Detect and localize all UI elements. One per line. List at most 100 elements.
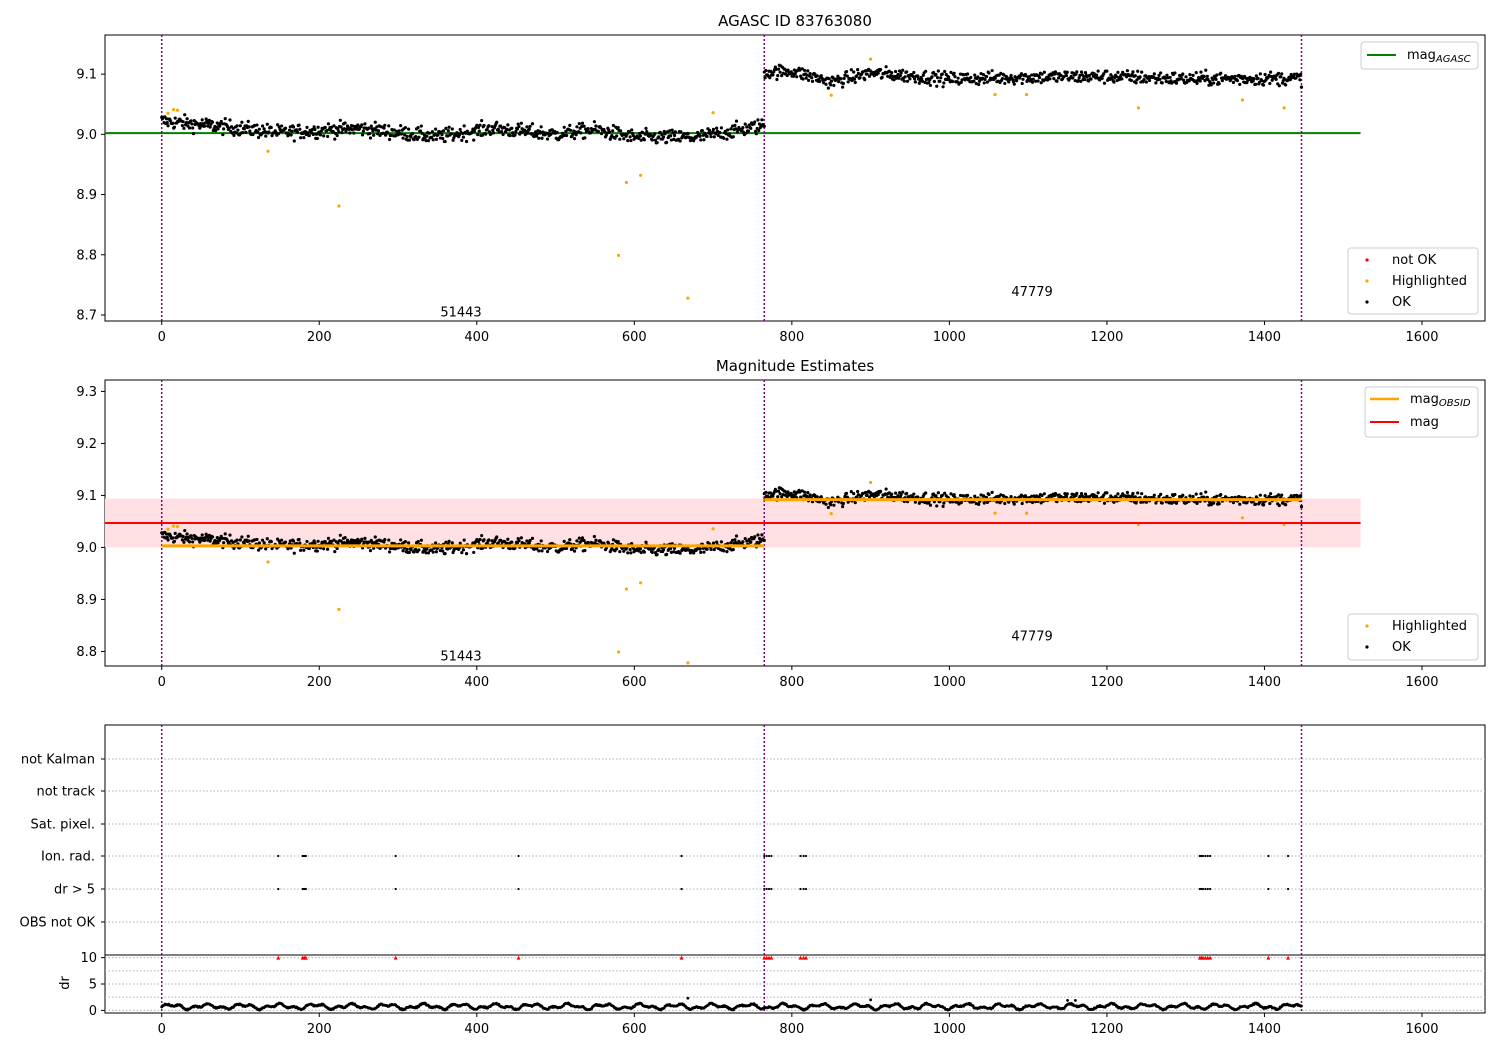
- ok-point: [629, 551, 633, 555]
- ok-point: [902, 79, 906, 83]
- highlighted-point: [639, 173, 643, 177]
- ok-point: [1181, 78, 1186, 82]
- ok-point: [356, 123, 360, 127]
- ok-point: [246, 534, 250, 538]
- ok-point: [274, 130, 278, 135]
- ok-point: [594, 538, 598, 542]
- ok-point: [426, 551, 431, 555]
- ok-point: [1065, 70, 1069, 74]
- ok-point: [424, 551, 428, 555]
- ok-point: [342, 127, 346, 131]
- ok-point: [722, 136, 726, 140]
- ok-point: [616, 126, 620, 130]
- ok-point: [444, 126, 448, 130]
- ok-point: [363, 536, 367, 541]
- ok-point: [1160, 81, 1164, 85]
- ok-point: [700, 129, 704, 133]
- ok-point: [1261, 503, 1266, 507]
- x-tick-label: 1600: [1405, 675, 1438, 690]
- ok-point: [246, 119, 250, 123]
- ok-point: [343, 121, 347, 125]
- ok-point: [387, 550, 392, 554]
- ok-point: [295, 130, 300, 134]
- ok-point: [232, 133, 236, 137]
- ok-point: [607, 130, 612, 134]
- ok-point: [928, 83, 933, 88]
- ok-point: [872, 74, 876, 78]
- ok-point: [1219, 493, 1223, 497]
- ok-point: [1075, 491, 1079, 496]
- ok-point: [808, 72, 812, 76]
- highlighted-point: [616, 253, 621, 257]
- ok-point: [981, 72, 986, 77]
- ok-point: [1102, 72, 1106, 76]
- ok-point: [565, 133, 569, 138]
- y-tick-label: 9.1: [76, 489, 97, 504]
- ok-point: [420, 131, 424, 135]
- ok-point: [1030, 80, 1035, 84]
- ok-point: [430, 135, 434, 140]
- ok-point: [264, 547, 268, 551]
- ok-point: [297, 123, 301, 127]
- ok-point: [615, 134, 619, 138]
- legend-mag-obsid: magOBSID: [1410, 392, 1471, 409]
- ok-point: [185, 117, 189, 121]
- y-tick-label: 9.1: [76, 68, 97, 83]
- flag-point: [1198, 887, 1201, 891]
- y-tick-label: 10: [80, 951, 97, 966]
- ok-point: [458, 541, 462, 545]
- ok-point: [1077, 76, 1081, 80]
- ok-point: [582, 538, 586, 543]
- ok-point: [856, 493, 861, 497]
- highlighted-point: [1240, 516, 1244, 520]
- ok-point: [844, 491, 849, 495]
- ok-point: [699, 138, 703, 142]
- highlighted-point: [869, 480, 873, 485]
- ok-point: [1194, 71, 1198, 75]
- ok-point: [940, 72, 944, 76]
- ok-point: [414, 547, 418, 551]
- legend-highlighted: Highlighted: [1392, 619, 1467, 634]
- highlighted-point: [175, 525, 180, 529]
- ok-point: [764, 68, 768, 73]
- ok-point: [1253, 502, 1258, 506]
- ok-point: [827, 77, 831, 81]
- ok-point: [756, 533, 760, 537]
- y-tick-label: 8.8: [76, 645, 97, 660]
- ok-point: [669, 547, 673, 551]
- ok-point: [298, 541, 302, 545]
- ok-point: [187, 540, 192, 544]
- ok-point: [887, 491, 891, 495]
- ok-point: [166, 538, 170, 542]
- ok-point: [958, 493, 963, 498]
- ok-point: [844, 70, 849, 74]
- ok-point: [516, 122, 520, 126]
- ok-point: [702, 550, 706, 554]
- flag-point: [277, 854, 280, 858]
- ok-point: [1174, 81, 1179, 85]
- ok-point: [815, 74, 819, 78]
- ok-point: [1160, 501, 1164, 505]
- ok-point: [1258, 493, 1262, 497]
- ok-point: [976, 75, 980, 79]
- ok-point: [256, 130, 260, 134]
- ok-point: [472, 129, 477, 133]
- ok-point: [482, 123, 486, 128]
- ok-point: [441, 129, 446, 133]
- ok-point: [330, 125, 334, 129]
- ok-point: [491, 131, 496, 135]
- ok-point: [908, 77, 912, 81]
- ok-point: [515, 127, 519, 131]
- legend-ok-marker: [1365, 300, 1369, 304]
- ok-point: [949, 70, 953, 74]
- ok-point: [715, 126, 719, 130]
- ok-point: [1031, 77, 1035, 81]
- ok-point: [472, 138, 476, 142]
- ok-point: [962, 73, 966, 77]
- flag-point: [763, 854, 766, 858]
- ok-point: [299, 136, 303, 140]
- flag-point: [1204, 854, 1207, 858]
- ok-point: [1233, 74, 1237, 78]
- ok-point: [939, 76, 943, 80]
